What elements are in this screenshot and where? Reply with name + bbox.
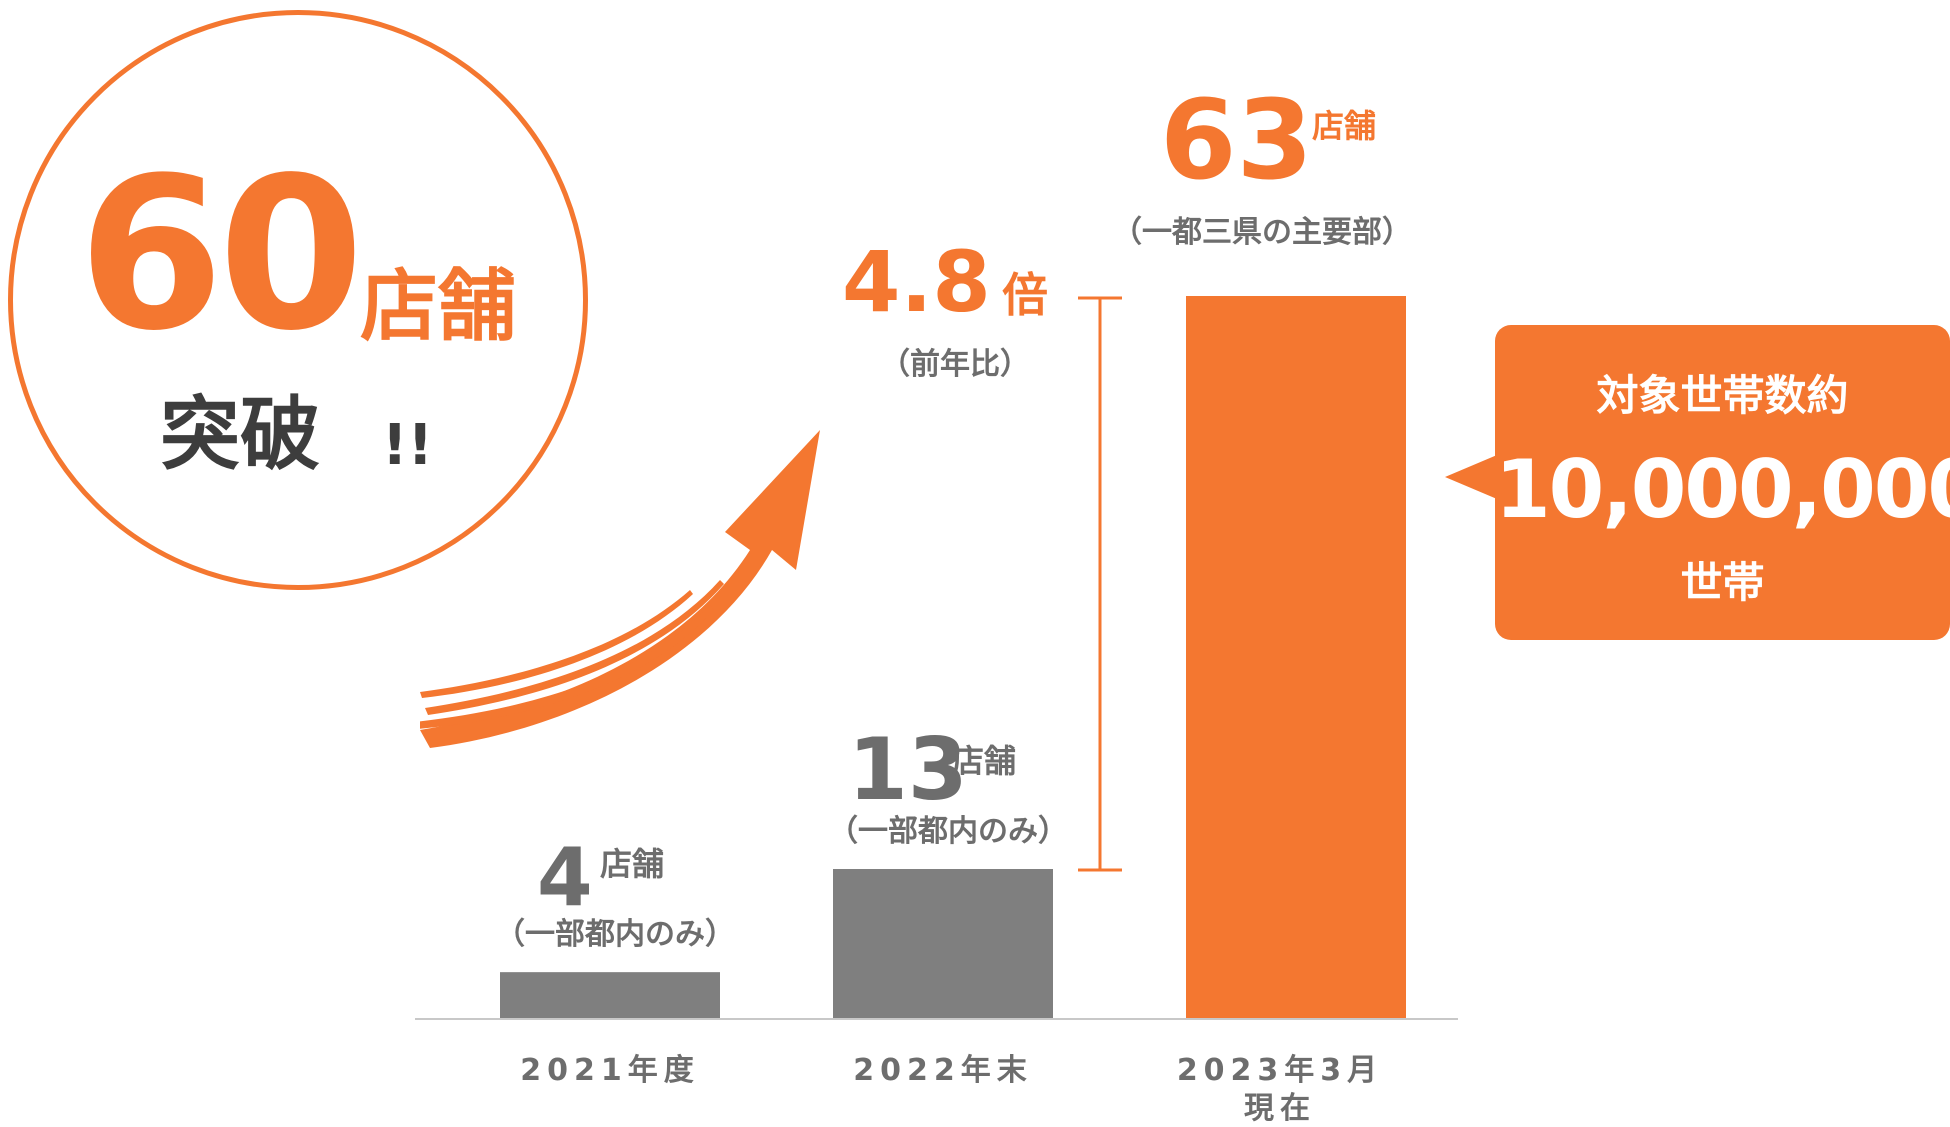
bar-value-2021: 4 xyxy=(537,831,593,924)
badge-subtitle: 突破 xyxy=(160,388,320,481)
growth-note: （前年比） xyxy=(880,347,1030,382)
household-callout: 対象世帯数約 10,000,000 世帯 xyxy=(1495,325,1950,640)
badge-unit: 店舗 xyxy=(360,262,517,352)
growth-unit: 倍 xyxy=(1002,268,1048,322)
growth-bracket xyxy=(1078,296,1122,872)
callout-line1: 対象世帯数約 xyxy=(1596,371,1849,420)
bar-value-2023: 63 xyxy=(1160,76,1314,204)
badge-number: 60 xyxy=(78,132,364,377)
badge-exclaim: !! xyxy=(382,413,434,478)
bar-1 xyxy=(833,869,1053,1018)
bubble-pointer xyxy=(1445,455,1497,499)
callout-unit: 世帯 xyxy=(1680,558,1765,607)
milestone-badge xyxy=(8,10,588,590)
bar-unit-2021: 店舗 xyxy=(600,845,665,883)
bar-note-2023: （一都三県の主要部） xyxy=(1112,215,1412,250)
bar-2 xyxy=(1186,296,1406,1018)
tick-label-2023: 2023年3月 現在 xyxy=(1176,1053,1384,1126)
bar-unit-2022: 店舗 xyxy=(952,742,1017,780)
bar-note-2021: （一部都内のみ） xyxy=(495,917,735,952)
growth-arrow-icon xyxy=(420,430,820,748)
bar-note-2022: （一部都内のみ） xyxy=(828,814,1068,849)
tick-label-2021: 2021年度 xyxy=(520,1053,700,1088)
bar-0 xyxy=(500,972,720,1018)
callout-number: 10,000,000 xyxy=(1495,443,1950,536)
bar-unit-2023: 店舗 xyxy=(1312,107,1377,145)
tick-label-2022: 2022年末 xyxy=(853,1053,1033,1088)
bar-value-2022: 13 xyxy=(848,720,968,820)
growth-multiplier: 4.8 xyxy=(842,233,991,331)
